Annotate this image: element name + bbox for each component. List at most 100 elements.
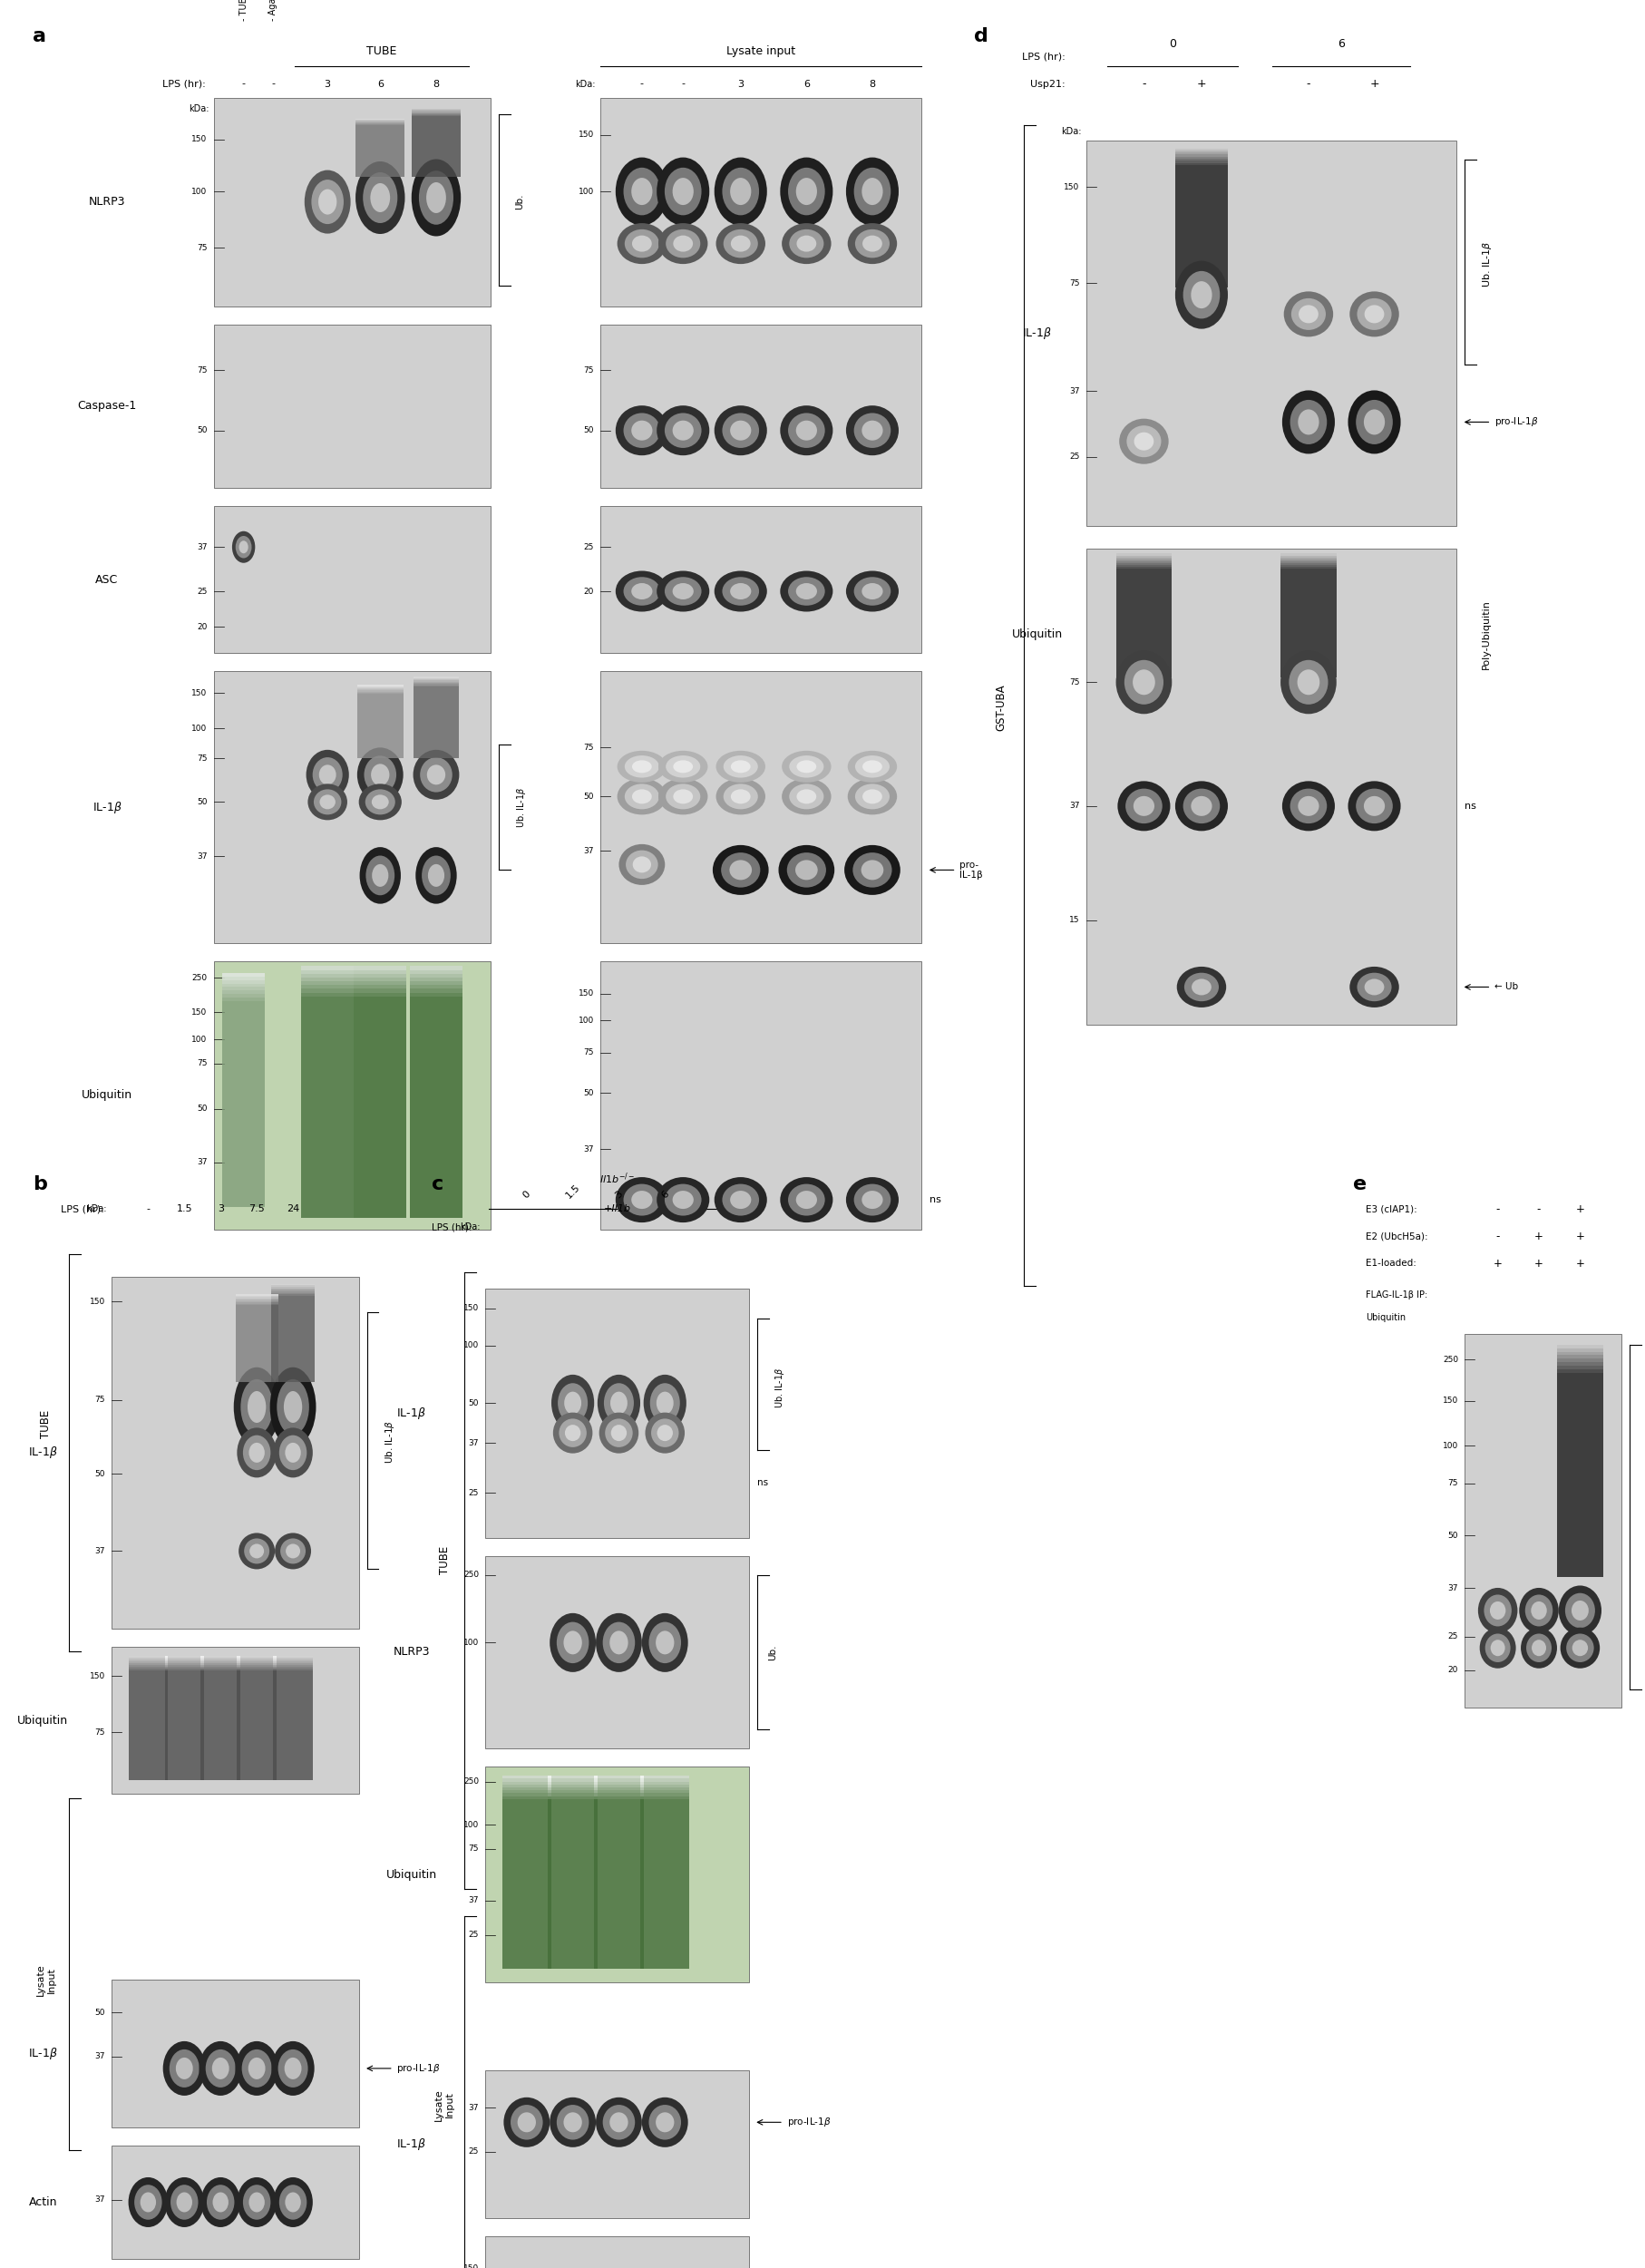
Ellipse shape (1290, 789, 1326, 823)
Ellipse shape (1347, 780, 1400, 830)
Ellipse shape (372, 864, 388, 887)
Bar (594, 1794, 643, 1796)
Bar (594, 1796, 643, 1799)
Bar (548, 1785, 597, 1787)
Text: 75: 75 (95, 1395, 105, 1404)
Bar (410, 989, 462, 993)
Ellipse shape (623, 168, 660, 215)
Ellipse shape (623, 413, 660, 447)
Ellipse shape (355, 161, 405, 234)
Bar (1464, 1334, 1620, 1708)
Text: 75: 75 (584, 744, 594, 751)
Ellipse shape (642, 1613, 688, 1672)
Bar (548, 1776, 597, 1969)
Bar (1086, 549, 1456, 1025)
Bar (485, 1767, 748, 1982)
Ellipse shape (428, 864, 444, 887)
Ellipse shape (847, 778, 897, 814)
Bar (640, 1789, 689, 1794)
Ellipse shape (788, 168, 824, 215)
Ellipse shape (426, 764, 446, 785)
Ellipse shape (656, 1393, 673, 1415)
Ellipse shape (714, 406, 767, 456)
Text: GST-UBA: GST-UBA (994, 685, 1007, 730)
Text: kDa:: kDa: (576, 79, 595, 88)
Ellipse shape (285, 2057, 301, 2080)
Text: Caspase-1: Caspase-1 (77, 399, 137, 413)
Text: +: + (1574, 1202, 1584, 1216)
Text: -: - (146, 1204, 150, 1213)
Bar (600, 324, 921, 488)
Ellipse shape (632, 857, 651, 873)
Ellipse shape (248, 2057, 265, 2080)
Ellipse shape (665, 168, 701, 215)
Ellipse shape (632, 236, 651, 252)
Ellipse shape (1530, 1601, 1546, 1619)
Text: 50: 50 (95, 1470, 105, 1479)
Bar (355, 118, 405, 177)
Text: 150: 150 (89, 1672, 105, 1681)
Ellipse shape (665, 229, 701, 259)
Text: +: + (1492, 1256, 1502, 1270)
Ellipse shape (1191, 796, 1211, 816)
Ellipse shape (862, 236, 882, 252)
Bar (410, 966, 462, 1218)
Text: 3: 3 (737, 79, 744, 88)
Text: 75: 75 (1448, 1479, 1457, 1488)
Ellipse shape (1125, 789, 1161, 823)
Bar (413, 676, 459, 758)
Ellipse shape (724, 785, 757, 810)
Text: 150: 150 (1063, 184, 1079, 191)
Ellipse shape (1291, 297, 1326, 331)
Bar (502, 1789, 551, 1794)
Ellipse shape (415, 846, 457, 905)
Text: 100: 100 (1441, 1442, 1457, 1449)
Ellipse shape (846, 572, 898, 612)
Ellipse shape (655, 2112, 674, 2132)
Text: Ubiquitin: Ubiquitin (1365, 1313, 1405, 1322)
Ellipse shape (1489, 1601, 1505, 1619)
Bar (128, 1656, 168, 1780)
Text: 50: 50 (95, 2009, 105, 2016)
Ellipse shape (1520, 1628, 1556, 1669)
Ellipse shape (729, 860, 752, 880)
Ellipse shape (250, 1545, 263, 1558)
Bar (112, 2146, 359, 2259)
Bar (410, 973, 462, 978)
Text: LPS (hr):: LPS (hr): (163, 79, 206, 88)
Text: 25: 25 (197, 587, 207, 594)
Bar (600, 671, 921, 943)
Ellipse shape (788, 1184, 824, 1216)
Ellipse shape (650, 1383, 679, 1422)
Ellipse shape (276, 1379, 309, 1436)
Ellipse shape (1364, 796, 1383, 816)
Bar (502, 1778, 551, 1783)
Text: 50: 50 (197, 426, 207, 435)
Ellipse shape (602, 2105, 635, 2139)
Text: 75: 75 (1069, 279, 1079, 288)
Text: 75: 75 (197, 1059, 207, 1068)
Text: 100: 100 (191, 723, 207, 733)
Text: 100: 100 (462, 1637, 479, 1647)
Ellipse shape (1559, 1628, 1599, 1669)
Ellipse shape (1364, 408, 1383, 435)
Text: +: + (1369, 77, 1379, 91)
Text: IL-1$\beta$: IL-1$\beta$ (396, 2136, 426, 2152)
Text: 50: 50 (584, 792, 594, 801)
Ellipse shape (248, 1442, 265, 1463)
Bar (354, 982, 406, 984)
Text: +: + (1533, 1256, 1543, 1270)
Ellipse shape (714, 572, 767, 612)
Text: Actin: Actin (28, 2195, 58, 2209)
Text: Ub. IL-1$\beta$: Ub. IL-1$\beta$ (1480, 240, 1494, 288)
Text: 6: 6 (377, 79, 383, 88)
Text: 6: 6 (803, 79, 809, 88)
Ellipse shape (722, 413, 758, 447)
Text: 20: 20 (1448, 1667, 1457, 1674)
Bar (222, 998, 265, 1000)
Ellipse shape (370, 184, 390, 213)
Ellipse shape (665, 755, 701, 778)
Bar (222, 984, 265, 987)
Text: 150: 150 (191, 689, 207, 696)
Bar (1556, 1345, 1602, 1576)
